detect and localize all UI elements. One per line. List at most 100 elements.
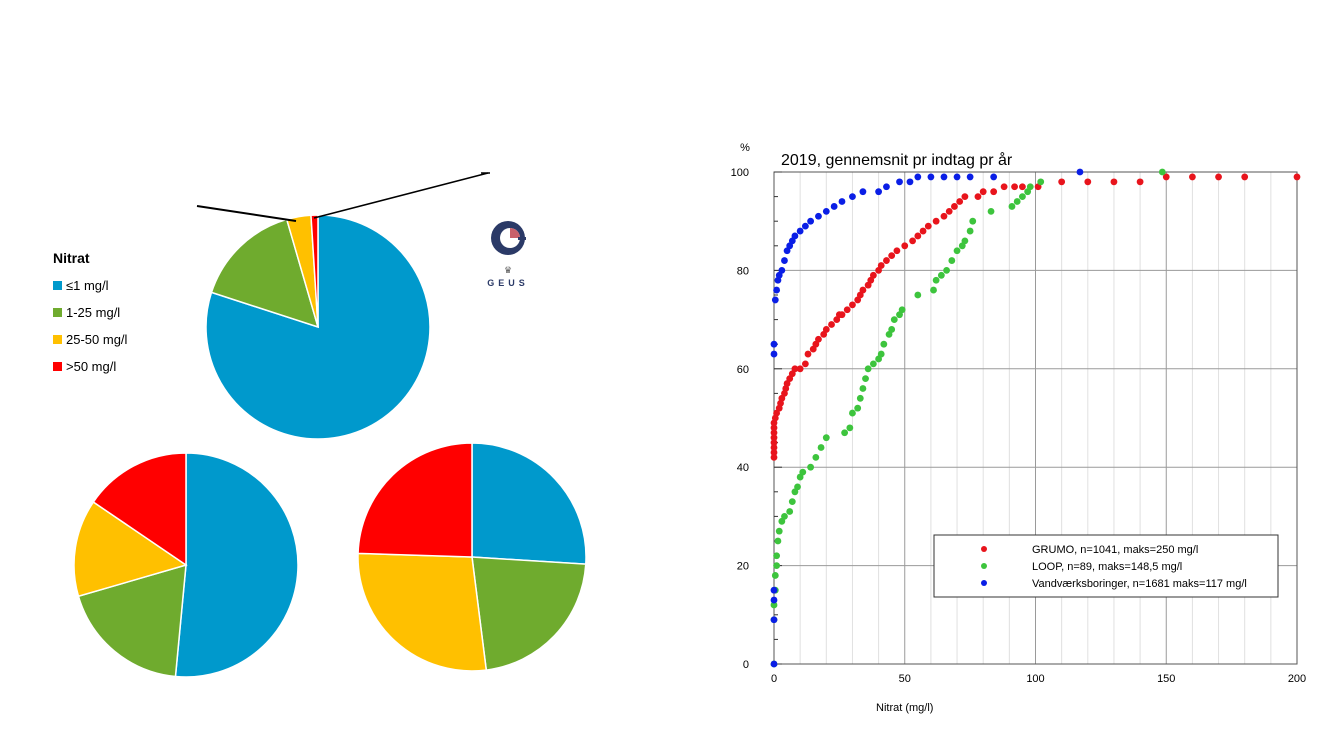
data-point-grumo [1011, 183, 1018, 191]
legend-title: Nitrat [53, 250, 90, 266]
data-point-loop [987, 207, 995, 215]
data-point-vand [940, 173, 948, 181]
data-point-loop [914, 291, 922, 299]
data-point-vand [770, 586, 778, 594]
data-point-vand [778, 267, 786, 274]
data-point-grumo [804, 350, 812, 358]
y-tick-label: 0 [743, 659, 749, 671]
pie-chart-bottom-left [73, 452, 299, 678]
data-point-grumo [1084, 178, 1092, 186]
data-point-loop [846, 424, 854, 432]
data-point-vand [927, 173, 935, 181]
y-tick-label: 100 [731, 167, 749, 179]
data-point-loop [1008, 203, 1016, 210]
data-point-loop [1013, 198, 1021, 205]
data-point-loop [794, 483, 801, 491]
scatter-chart: 0 50 100 150 200 0 20 40 60 80 100 Nitrat (mg/l)% 20… [731, 142, 1307, 714]
crown-icon: ♛ [503, 265, 513, 275]
data-point-loop [888, 326, 896, 333]
data-point-loop [890, 316, 898, 323]
geus-logo: ♛ GEUS [468, 220, 548, 288]
data-point-vand [883, 183, 890, 191]
y-tick-label: 40 [737, 462, 749, 474]
pie-bottom-left-slice-0 [174, 452, 299, 678]
data-point-loop [880, 340, 888, 348]
data-point-grumo [1189, 173, 1196, 181]
data-point-grumo [796, 365, 804, 373]
chart-title: 2019, gennemsnit pr indtag pr år [781, 151, 1013, 169]
data-point-vand [770, 340, 778, 348]
data-point-grumo [924, 222, 932, 230]
data-point-vand [770, 660, 778, 668]
x-tick-label: 0 [771, 673, 777, 685]
data-point-grumo [1293, 173, 1301, 181]
data-point-vand [875, 188, 882, 196]
data-point-vand [801, 222, 809, 230]
data-point-grumo [815, 335, 822, 343]
legend-swatch [53, 335, 62, 344]
data-point-loop [937, 271, 945, 279]
data-point-vand [770, 616, 778, 624]
scatter-legend [933, 534, 1279, 598]
data-point-loop [822, 434, 830, 442]
data-point-loop [775, 527, 783, 535]
data-point-loop [786, 508, 794, 515]
data-point-grumo [883, 257, 890, 264]
data-point-grumo [940, 212, 948, 220]
data-point-grumo [1058, 178, 1066, 186]
y-tick-label: 80 [737, 265, 749, 277]
data-point-vand [807, 217, 815, 225]
legend-marker [981, 546, 987, 552]
data-point-loop [788, 498, 796, 506]
data-point-loop [864, 365, 872, 373]
legend-item-gt50: >50 mg/l [53, 353, 127, 380]
data-point-grumo [1019, 183, 1026, 191]
logo-text: GEUS [487, 278, 529, 288]
x-tick-label: 50 [899, 673, 911, 685]
pie-top-slice-3 [310, 214, 319, 328]
pie-legend: Nitrat ≤1 mg/l 1-25 mg/l 25-50 mg/l >50 … [53, 250, 127, 380]
data-point-loop [877, 350, 885, 358]
data-point-grumo [990, 188, 998, 196]
data-point-vand [1076, 168, 1084, 176]
data-point-grumo [909, 237, 916, 245]
pie-bottom-left-slice-1 [77, 563, 187, 678]
data-point-grumo [791, 365, 799, 373]
data-point-loop [854, 404, 862, 412]
data-point-grumo [1215, 173, 1222, 181]
y-axis-label: % [740, 142, 750, 154]
data-point-loop [812, 453, 820, 461]
data-point-loop [1158, 168, 1166, 176]
data-point-vand [849, 193, 856, 201]
data-point-loop [953, 247, 961, 255]
data-point-grumo [1241, 173, 1249, 181]
data-point-grumo [956, 198, 964, 205]
data-point-loop [770, 601, 778, 609]
data-point-grumo [770, 444, 778, 451]
data-point-vand [838, 198, 846, 205]
geus-logo-icon [491, 221, 526, 255]
data-point-grumo [1136, 178, 1144, 186]
data-point-vand [822, 207, 830, 215]
callout-line-right [313, 172, 489, 219]
data-point-vand [896, 178, 903, 186]
data-point-loop [817, 444, 825, 451]
data-point-grumo [770, 434, 778, 442]
data-point-grumo [877, 262, 885, 269]
legend-marker [981, 563, 987, 569]
data-point-loop [943, 267, 950, 274]
callout-line-left [196, 205, 297, 222]
legend-marker [981, 580, 987, 586]
data-point-loop [898, 306, 906, 314]
data-point-vand [906, 178, 914, 186]
data-point-loop [856, 394, 864, 402]
data-point-grumo [801, 360, 809, 368]
data-point-grumo [770, 439, 778, 446]
data-point-vand [771, 296, 779, 304]
data-point-grumo [919, 227, 927, 235]
data-point-vand [859, 188, 867, 196]
data-point-loop [774, 537, 782, 545]
pie-top-slice-1 [210, 218, 320, 329]
data-point-loop [932, 276, 940, 284]
data-point-grumo [822, 326, 830, 333]
